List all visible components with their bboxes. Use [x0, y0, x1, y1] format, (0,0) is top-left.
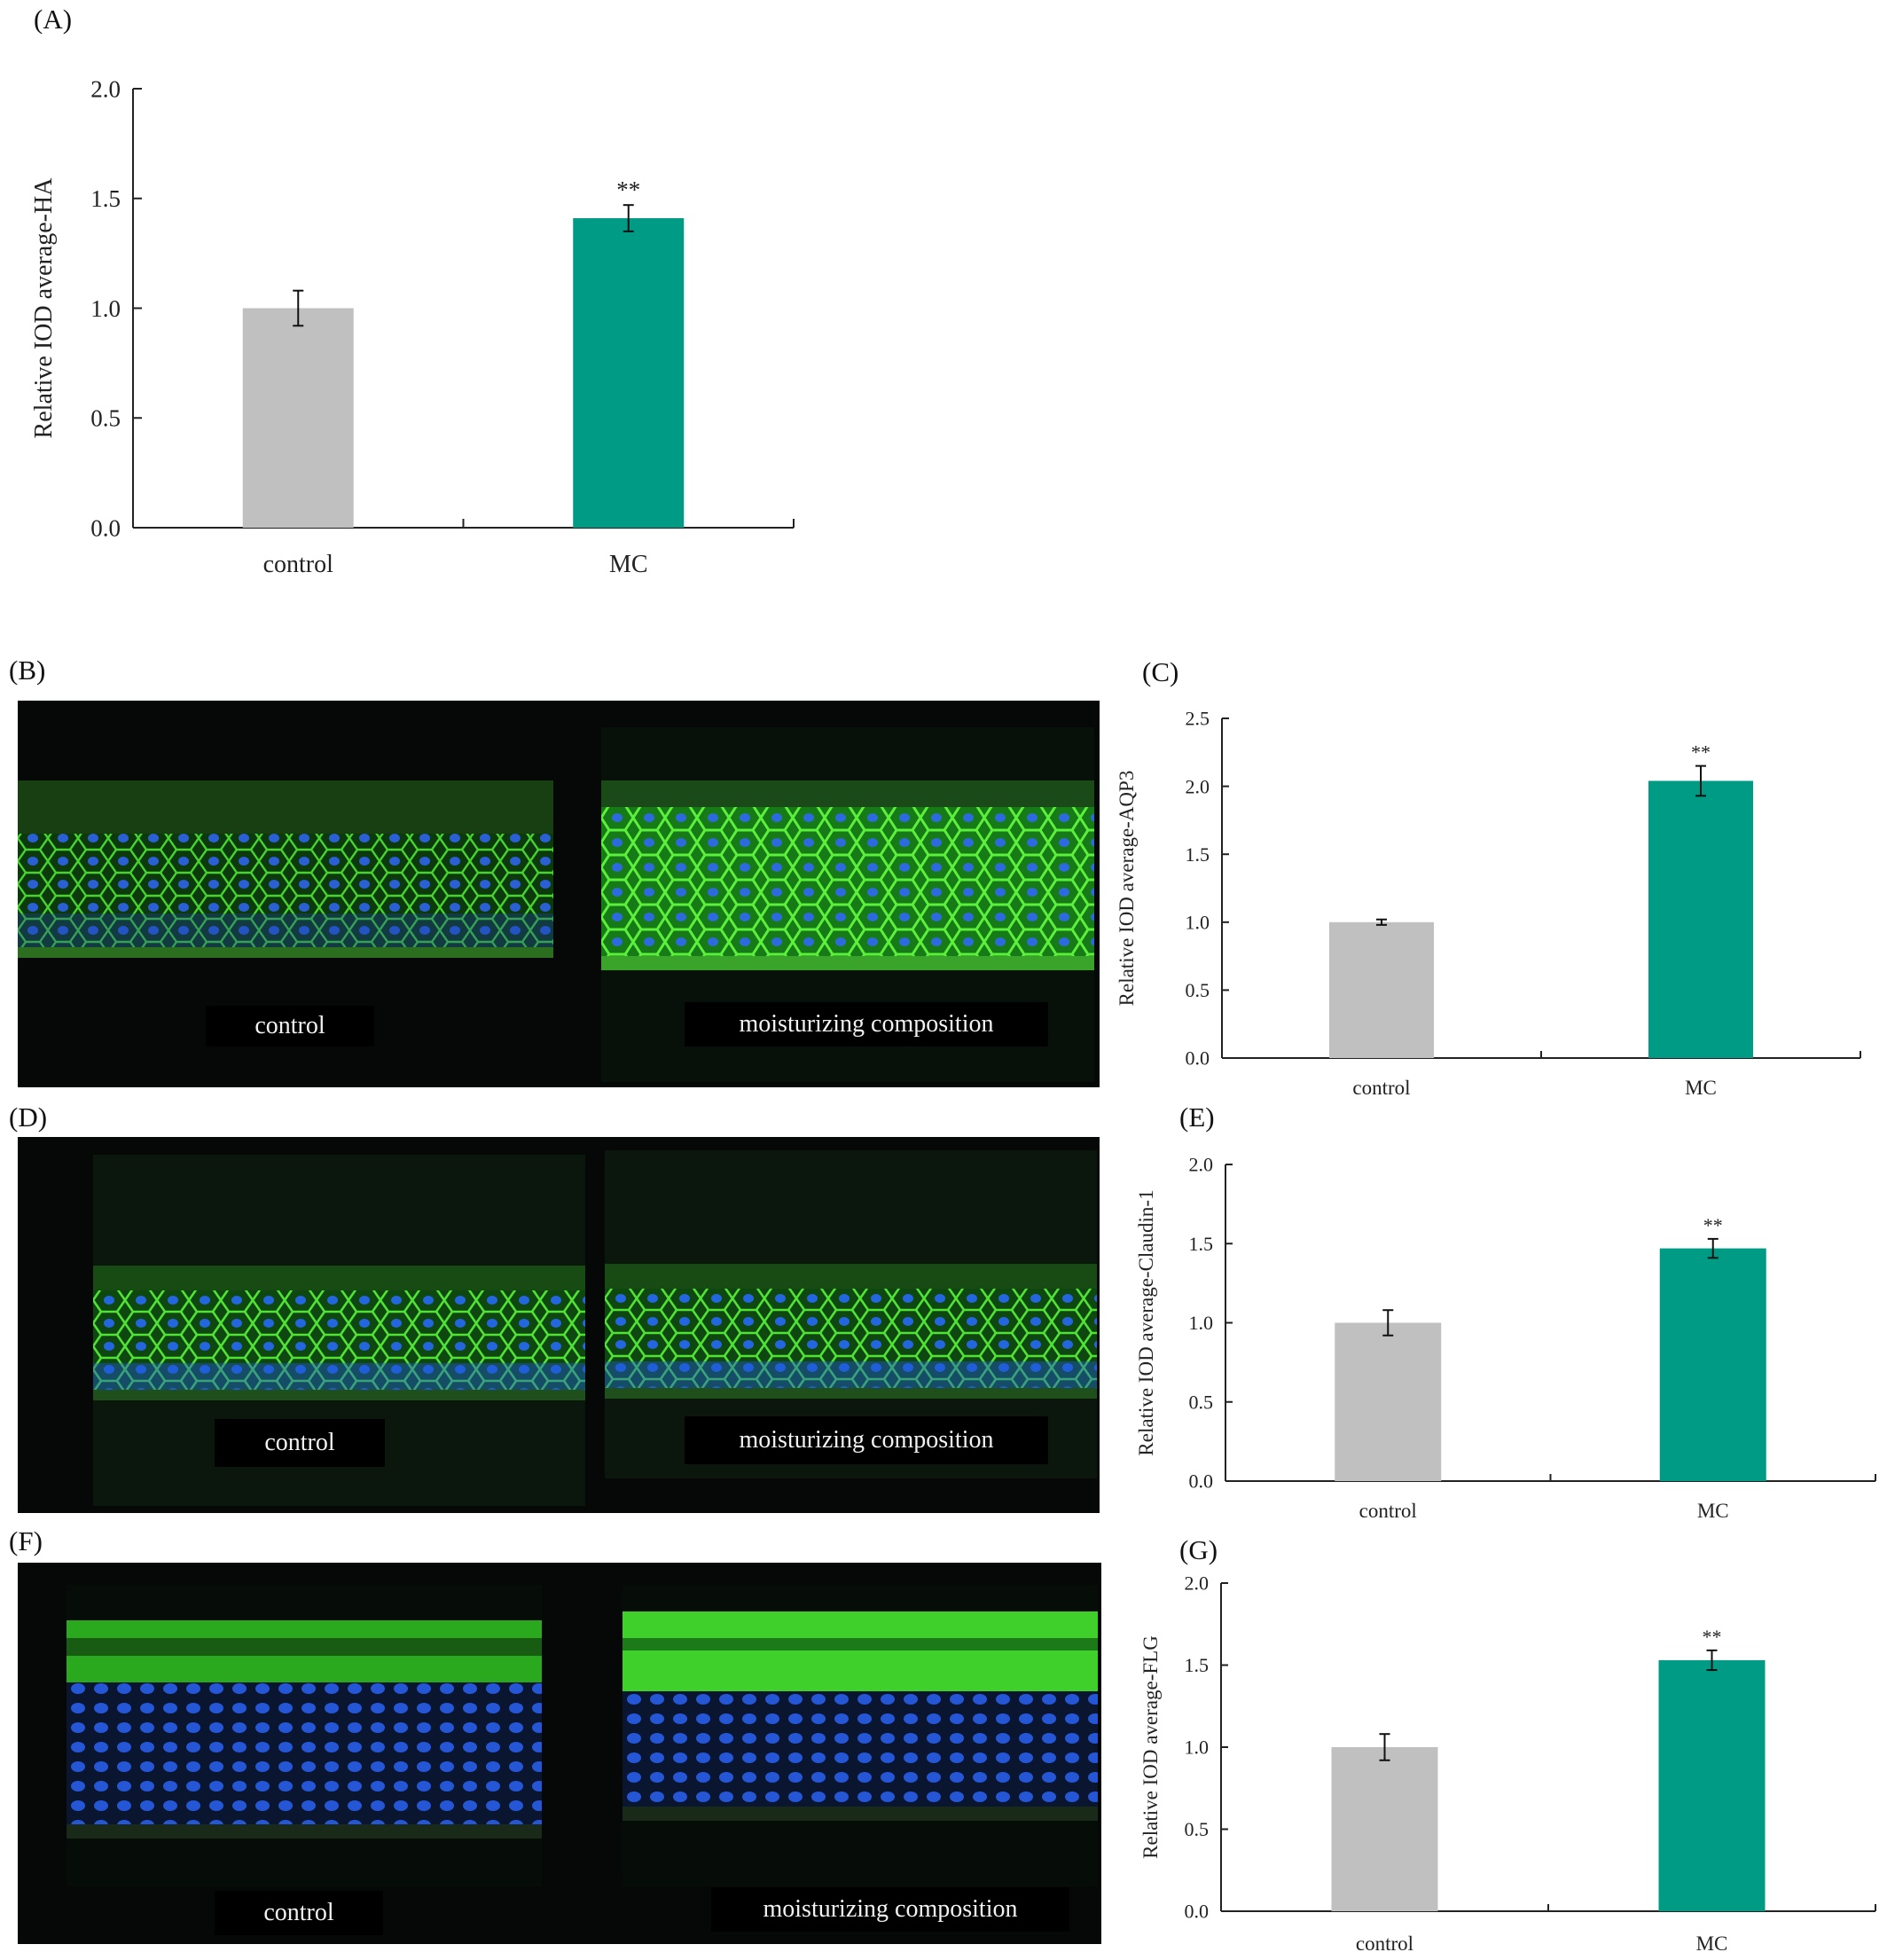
chart-e: 0.0 0.5 1.0 1.5 2.0 Relative IOD average-Clau… [1135, 1154, 1876, 1522]
micrograph-b-control-caption: control [206, 1006, 374, 1047]
panel-label-e: (E) [1179, 1102, 1215, 1133]
y-tick-label: 0.5 [1185, 1818, 1210, 1840]
bar-control [1331, 1747, 1438, 1911]
bar-mc [1648, 780, 1753, 1058]
panel-label-a: (A) [34, 4, 73, 35]
x-category-label: MC [1696, 1933, 1728, 1955]
x-category-label: control [1352, 1077, 1410, 1099]
y-tick-label: 1.0 [1186, 912, 1210, 934]
tissue-control-b [18, 780, 553, 958]
tissue-mc-f [622, 1611, 1098, 1821]
y-axis-label: Relative IOD average-AQP3 [1116, 771, 1138, 1007]
y-axis-label: Relative IOD average-HA [30, 177, 58, 439]
significance-marker: ** [1703, 1626, 1722, 1648]
x-category-label: MC [1685, 1077, 1717, 1099]
y-tick-label: 1.5 [1185, 1654, 1210, 1676]
bar-control [242, 308, 354, 528]
bar-mc [1659, 1248, 1766, 1481]
micrograph-f-control-image [67, 1585, 542, 1886]
y-tick-label: 2.0 [1189, 1154, 1214, 1176]
panel-label-d: (D) [9, 1102, 48, 1133]
chart-a: 0.0 0.5 1.0 1.5 2.0 Relative IOD average-HA co… [30, 75, 795, 578]
y-axis-label: Relative IOD average-FLG [1139, 1635, 1162, 1859]
y-tick-label: 1.5 [1186, 843, 1210, 866]
y-tick-label: 0.5 [1189, 1391, 1214, 1413]
micrograph-b-control-image [18, 780, 553, 958]
bar-control [1335, 1322, 1442, 1481]
x-category-label: control [1356, 1933, 1413, 1955]
micrograph-f-mc-image [622, 1585, 1098, 1886]
micrograph-d-mc-caption: moisturizing composition [685, 1416, 1048, 1464]
micrograph-f-mc-caption: moisturizing composition [711, 1887, 1069, 1932]
bar-mc [1658, 1659, 1766, 1911]
y-tick-label: 2.0 [1186, 775, 1210, 797]
bar-mc [573, 218, 685, 528]
micrograph-d-control-image [93, 1155, 585, 1506]
y-tick-label: 2.5 [1186, 708, 1210, 730]
x-category-label: MC [609, 551, 648, 578]
y-tick-label: 2.0 [1185, 1572, 1210, 1595]
x-category-label: control [263, 551, 334, 578]
micrograph-b: control moisturizing composition [18, 701, 1100, 1087]
y-tick-label: 1.0 [1189, 1312, 1214, 1334]
significance-marker: ** [1703, 1214, 1723, 1236]
y-tick-label: 0.0 [1186, 1047, 1210, 1070]
tissue-control-f [67, 1620, 542, 1838]
panel-label-c: (C) [1142, 656, 1179, 687]
micrograph-b-mc-caption: moisturizing composition [685, 1002, 1048, 1047]
chart-g: 0.0 0.5 1.0 1.5 2.0 Relative IOD average-FLG c… [1139, 1572, 1876, 1955]
x-category-label: MC [1697, 1500, 1729, 1522]
significance-marker: ** [616, 176, 640, 203]
y-tick-label: 1.0 [1185, 1737, 1210, 1759]
y-tick-label: 1.5 [90, 185, 121, 212]
y-tick-label: 0.0 [1185, 1901, 1210, 1923]
y-tick-label: 2.0 [90, 75, 121, 102]
y-tick-label: 1.0 [90, 295, 121, 322]
x-category-label: control [1359, 1500, 1417, 1522]
panel-label-b: (B) [9, 655, 46, 686]
y-tick-label: 0.5 [90, 405, 121, 432]
y-tick-label: 0.5 [1186, 979, 1210, 1001]
panel-label-g: (G) [1179, 1534, 1218, 1565]
tissue-mc-b [601, 780, 1094, 970]
panel-label-f: (F) [9, 1525, 43, 1556]
bar-control [1329, 921, 1434, 1058]
micrograph-f-control-caption: control [215, 1891, 383, 1935]
tissue-mc-d [605, 1264, 1097, 1399]
micrograph-d: control moisturizing composition [18, 1137, 1100, 1513]
y-tick-label: 0.0 [90, 514, 121, 541]
significance-marker: ** [1691, 741, 1711, 764]
y-axis-label: Relative IOD average-Claudin-1 [1135, 1189, 1157, 1455]
tissue-control-d [93, 1266, 585, 1400]
micrograph-f: control moisturizing composition [18, 1563, 1101, 1944]
chart-c: 0.0 0.5 1.0 1.5 2.0 2.5 Relative IOD average-A… [1116, 708, 1861, 1099]
y-tick-label: 1.5 [1189, 1233, 1214, 1255]
y-tick-label: 0.0 [1189, 1470, 1214, 1493]
micrograph-d-control-caption: control [215, 1419, 385, 1467]
